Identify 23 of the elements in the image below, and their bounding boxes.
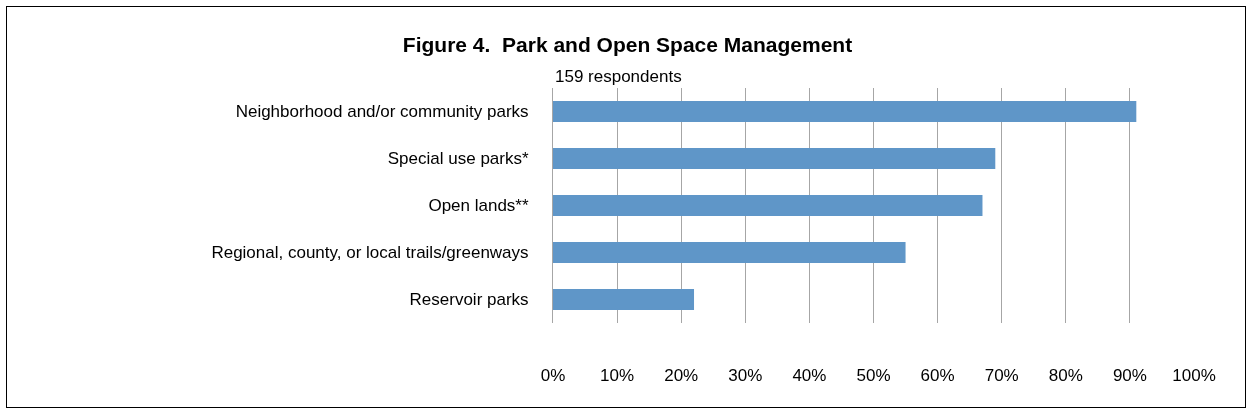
- y-tick-label: Open lands**: [428, 196, 529, 216]
- chart-title: Figure 4. Park and Open Space Management: [402, 32, 853, 56]
- bar: [553, 147, 996, 170]
- x-tick-label: 70%: [984, 366, 1019, 385]
- x-tick-label: 30%: [728, 366, 763, 385]
- bar: [553, 194, 983, 217]
- bar: [553, 100, 1137, 123]
- y-tick-label: Reservoir parks: [409, 290, 529, 310]
- x-tick-label: 40%: [792, 366, 827, 385]
- y-tick-label: Regional, county, or local trails/greenways: [211, 243, 529, 263]
- y-tick-label: Neighborhood and/or community parks: [235, 102, 529, 122]
- x-tick-label: 90%: [1112, 366, 1147, 385]
- y-tick-label: Special use parks*: [387, 149, 529, 169]
- bar: [553, 241, 906, 264]
- x-tick-label: 80%: [1048, 366, 1083, 385]
- x-tick-label: 60%: [920, 366, 955, 385]
- x-tick-label: 10%: [600, 366, 635, 385]
- chart-subtitle: 159 respondents: [555, 67, 682, 86]
- bar: [553, 288, 695, 311]
- x-tick-label: 0%: [540, 366, 566, 385]
- x-tick-label: 20%: [664, 366, 699, 385]
- x-tick-label: 50%: [856, 366, 891, 385]
- x-tick-label: 100%: [1172, 366, 1216, 385]
